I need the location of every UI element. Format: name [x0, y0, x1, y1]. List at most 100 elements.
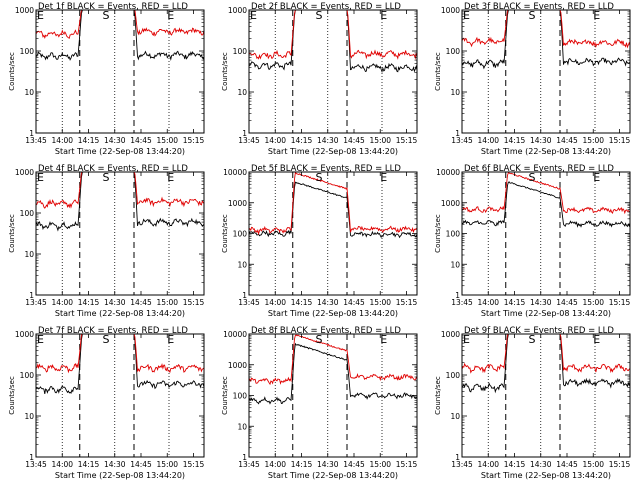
panel-5: Det 5f BLACK = Events, RED = LLD Counts/s…: [221, 164, 418, 318]
y-tick-label: 1000: [228, 6, 247, 15]
x-tick-label: 14:45: [556, 298, 578, 307]
x-tick-label: 14:00: [264, 298, 286, 307]
x-tick-label: 13:45: [25, 136, 47, 145]
plot-frame: [35, 171, 205, 296]
series-lld: [248, 171, 418, 236]
x-axis-label: Start Time (22-Sep-08 13:44:20): [268, 471, 398, 480]
marker-label: E: [37, 333, 44, 346]
plot-frame: [461, 333, 631, 458]
panel-4: Det 4f BLACK = Events, RED = LLD Counts/s…: [8, 164, 205, 318]
x-tick-label: 15:00: [369, 298, 391, 307]
y-tick-label: 100: [446, 230, 461, 239]
x-axis-label: Start Time (22-Sep-08 13:44:20): [481, 471, 611, 480]
x-tick-label: 15:00: [369, 136, 391, 145]
y-tick-label: 10: [24, 412, 34, 421]
marker-label: S: [103, 171, 110, 184]
y-axis-label: Counts/sec: [221, 214, 229, 253]
panel-1: Det 1f BLACK = Events, RED = LLD Counts/s…: [8, 2, 205, 156]
panel-title: Det 4f BLACK = Events, RED = LLD: [38, 164, 188, 174]
y-axis-label: Counts/sec: [221, 376, 229, 415]
plot-frame: [248, 9, 418, 134]
marker-label: S: [529, 171, 536, 184]
marker-label: E: [37, 9, 44, 22]
panel-title: Det 1f BLACK = Events, RED = LLD: [38, 2, 188, 12]
y-tick-label: 1: [29, 129, 34, 138]
x-tick-label: 15:00: [582, 136, 604, 145]
x-tick-label: 15:15: [396, 298, 418, 307]
panel-2: Det 2f BLACK = Events, RED = LLD Counts/s…: [221, 2, 418, 156]
x-tick-label: 14:15: [504, 298, 526, 307]
panel-title: Det 7f BLACK = Events, RED = LLD: [38, 326, 188, 336]
marker-label: S: [529, 333, 536, 346]
y-tick-label: 100: [20, 47, 35, 56]
marker-label: E: [463, 333, 470, 346]
x-tick-label: 15:15: [609, 298, 631, 307]
panel-6: Det 6f BLACK = Events, RED = LLD Counts/s…: [434, 164, 631, 318]
marker-label: E: [167, 333, 174, 346]
y-tick-label: 10: [237, 88, 247, 97]
x-axis-label: Start Time (22-Sep-08 13:44:20): [55, 309, 185, 318]
panel-title: Det 6f BLACK = Events, RED = LLD: [464, 164, 614, 174]
marker-label: S: [103, 9, 110, 22]
y-tick-label: 10: [24, 88, 34, 97]
series-lld: [461, 171, 631, 215]
x-tick-label: 15:15: [183, 136, 205, 145]
marker-label: E: [380, 171, 387, 184]
x-tick-label: 15:15: [396, 460, 418, 469]
marker-label: E: [380, 9, 387, 22]
y-tick-label: 1000: [228, 361, 247, 370]
series-lld: [248, 334, 418, 386]
series-events: [461, 9, 631, 70]
x-tick-label: 13:45: [238, 298, 260, 307]
marker-label: S: [316, 171, 323, 184]
x-tick-label: 14:45: [130, 460, 152, 469]
x-tick-label: 14:00: [264, 460, 286, 469]
x-tick-label: 14:45: [343, 136, 365, 145]
plot-frame: [35, 333, 205, 458]
series-events: [35, 333, 205, 394]
marker-label: E: [593, 333, 600, 346]
x-axis-label: Start Time (22-Sep-08 13:44:20): [481, 147, 611, 156]
x-tick-label: 14:00: [264, 136, 286, 145]
x-axis-label: Start Time (22-Sep-08 13:44:20): [481, 309, 611, 318]
x-tick-label: 14:45: [130, 136, 152, 145]
series-events: [248, 181, 418, 239]
y-tick-label: 1000: [15, 168, 34, 177]
y-tick-label: 10: [237, 422, 247, 431]
series-lld: [35, 171, 205, 209]
x-tick-label: 14:30: [317, 460, 339, 469]
plot-frame: [35, 9, 205, 134]
x-tick-label: 14:45: [556, 460, 578, 469]
x-tick-label: 13:45: [238, 460, 260, 469]
series-lld: [461, 9, 631, 49]
x-tick-label: 14:30: [104, 136, 126, 145]
x-tick-label: 14:15: [504, 460, 526, 469]
x-tick-label: 14:30: [104, 460, 126, 469]
marker-label: E: [250, 9, 257, 22]
y-tick-label: 1: [29, 291, 34, 300]
y-tick-label: 100: [446, 371, 461, 380]
y-axis-label: Counts/sec: [221, 52, 229, 91]
y-tick-label: 1000: [441, 6, 460, 15]
marker-label: E: [37, 171, 44, 184]
x-tick-label: 14:15: [504, 136, 526, 145]
panel-8: Det 8f BLACK = Events, RED = LLD Counts/s…: [221, 326, 418, 480]
y-tick-label: 100: [233, 230, 248, 239]
panel-title: Det 2f BLACK = Events, RED = LLD: [251, 2, 401, 12]
marker-label: E: [380, 333, 387, 346]
x-tick-label: 14:30: [530, 298, 552, 307]
y-tick-label: 100: [446, 47, 461, 56]
y-tick-label: 1000: [441, 199, 460, 208]
y-tick-label: 1: [242, 291, 247, 300]
y-axis-label: Counts/sec: [8, 214, 16, 253]
x-tick-label: 15:00: [156, 136, 178, 145]
x-tick-label: 15:00: [582, 460, 604, 469]
x-tick-label: 14:45: [343, 298, 365, 307]
y-tick-label: 1000: [441, 330, 460, 339]
x-axis-label: Start Time (22-Sep-08 13:44:20): [268, 147, 398, 156]
x-axis-label: Start Time (22-Sep-08 13:44:20): [55, 471, 185, 480]
panel-3: Det 3f BLACK = Events, RED = LLD Counts/s…: [434, 2, 631, 156]
x-tick-label: 15:15: [396, 136, 418, 145]
x-tick-label: 14:30: [530, 136, 552, 145]
